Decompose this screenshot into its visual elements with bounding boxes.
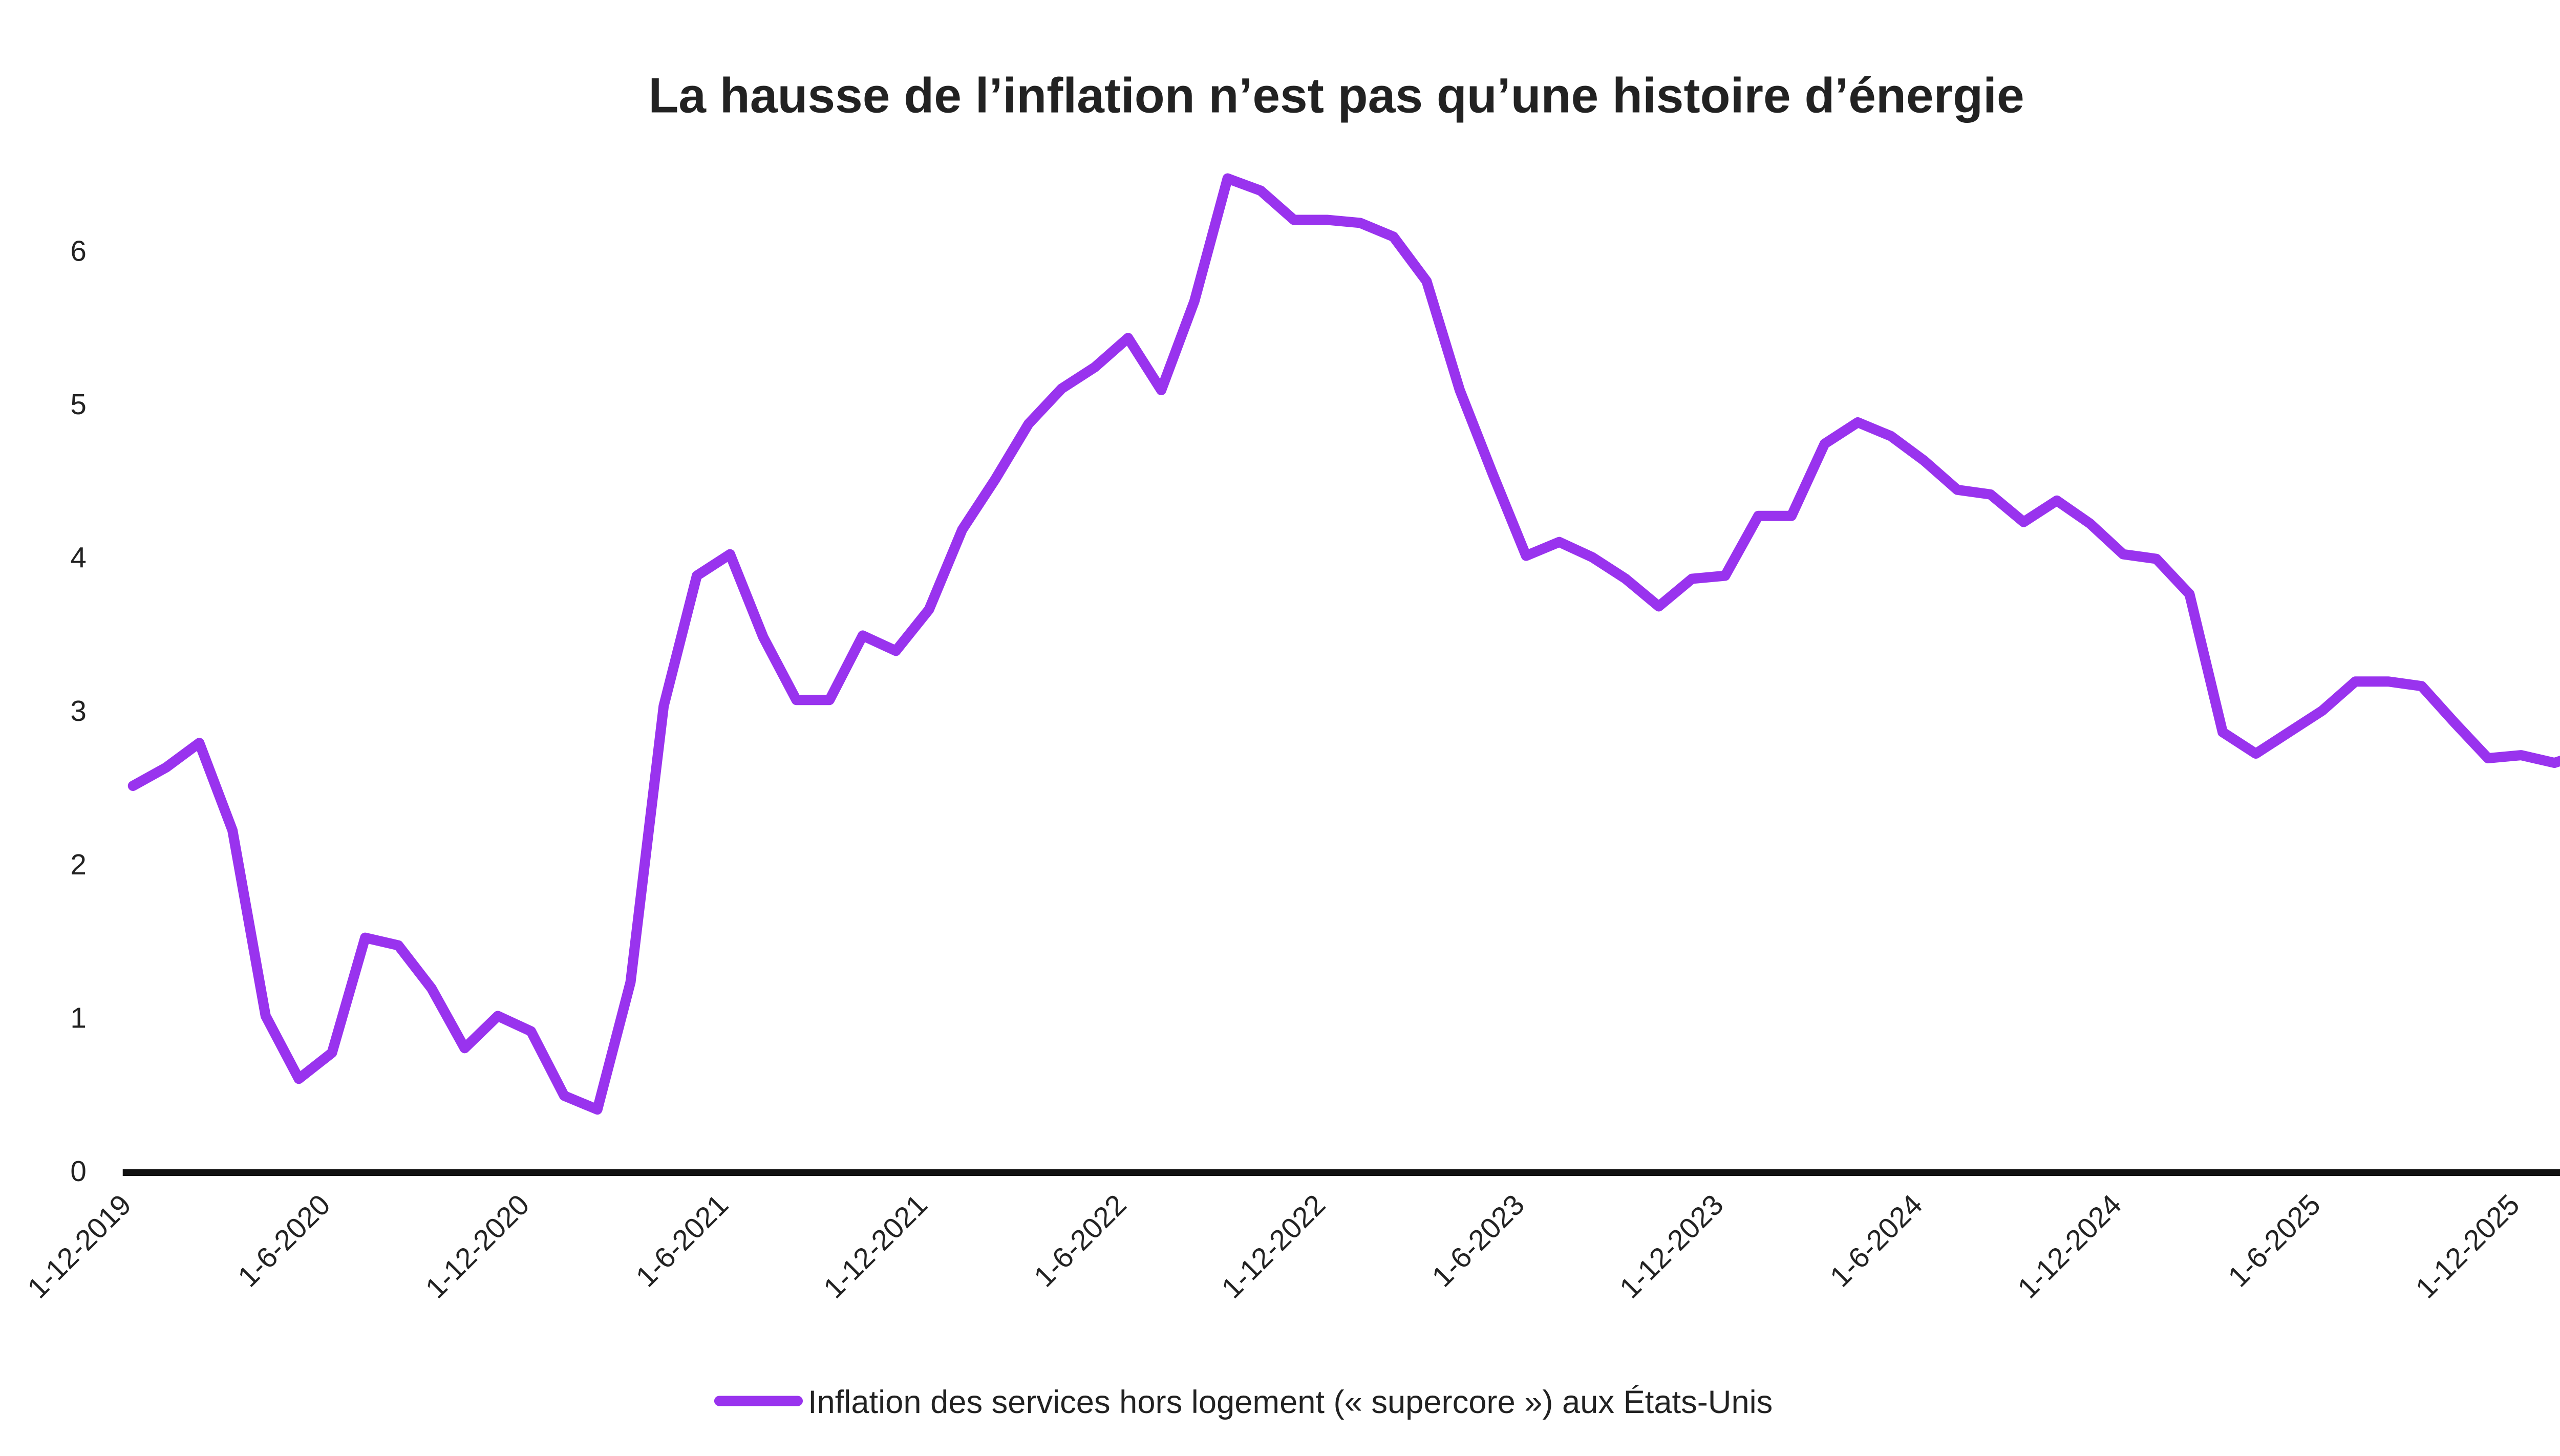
x-tick-label: 1-6-2023 bbox=[1425, 1188, 1530, 1293]
x-tick-label: 1-12-2023 bbox=[1613, 1188, 1730, 1304]
data-line bbox=[127, 173, 2560, 1115]
y-tick-label: 0 bbox=[70, 1155, 86, 1187]
x-tick-label: 1-12-2025 bbox=[2409, 1188, 2526, 1304]
x-tick-label: 1-12-2019 bbox=[21, 1188, 137, 1304]
legend-label: Inflation des services hors logement (« … bbox=[808, 1384, 1773, 1420]
x-tick-label: 1-12-2020 bbox=[419, 1188, 536, 1304]
x-tick-label: 1-12-2024 bbox=[2011, 1188, 2127, 1304]
x-tick-label: 1-6-2025 bbox=[2222, 1188, 2327, 1293]
x-tick-label: 1-6-2024 bbox=[1824, 1188, 1929, 1293]
y-tick-label: 1 bbox=[70, 1001, 86, 1034]
chart-title: La hausse de l’inflation n’est pas qu’un… bbox=[648, 69, 2024, 123]
x-tick-label: 1-6-2021 bbox=[630, 1188, 735, 1293]
y-tick-label: 3 bbox=[70, 695, 86, 727]
y-tick-label: 4 bbox=[70, 542, 86, 574]
y-tick-label: 5 bbox=[70, 388, 86, 420]
y-tick-label: 6 bbox=[70, 234, 86, 267]
x-tick-label: 1-12-2021 bbox=[817, 1188, 933, 1304]
y-tick-label: 2 bbox=[70, 848, 86, 881]
x-tick-label: 1-6-2020 bbox=[231, 1188, 336, 1293]
x-tick-label: 1-12-2022 bbox=[1215, 1188, 1331, 1304]
x-tick-label: 1-6-2022 bbox=[1028, 1188, 1133, 1293]
